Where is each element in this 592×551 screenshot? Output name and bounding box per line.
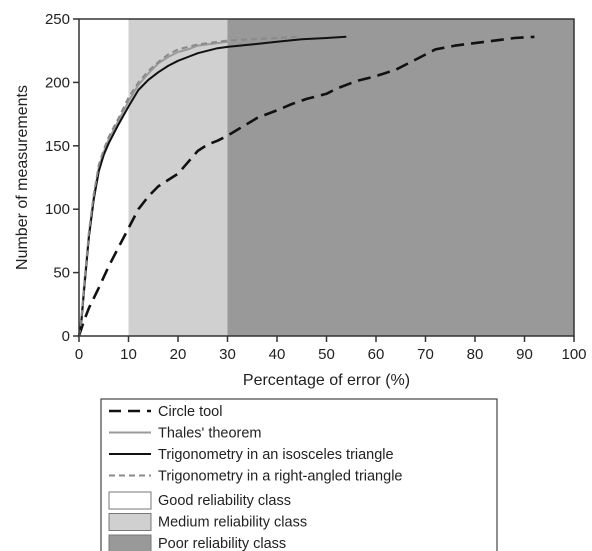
legend: Circle tool Thales' theorem Trigonometry i…	[100, 398, 498, 551]
band-poor-reliability-class	[227, 19, 574, 336]
legend-swatch-medium-reliability-class	[108, 513, 152, 531]
legend-entry-poor-reliability-class: Poor reliability class	[158, 536, 286, 551]
x-tick-label: 10	[120, 346, 137, 363]
x-tick-label: 20	[170, 346, 187, 363]
legend-entry-trigonometry-in-an-isosceles-triangle: Trigonometry in an isosceles triangle	[158, 447, 394, 463]
x-tick-label: 50	[318, 346, 335, 363]
axes: 0 10 20 30 40 50 60 70 80 90 100 0 50 100 150 200 250	[45, 11, 587, 363]
reliability-bands	[79, 19, 574, 336]
x-tick-label: 0	[75, 346, 83, 363]
x-tick-label: 80	[467, 346, 484, 363]
x-tick-label: 100	[561, 346, 586, 363]
legend-entry-circle-tool: Circle tool	[158, 404, 222, 420]
x-tick-label: 70	[417, 346, 434, 363]
y-tick-label: 100	[45, 201, 70, 218]
legend-swatch-poor-reliability-class	[108, 534, 152, 551]
legend-entry-medium-reliability-class: Medium reliability class	[158, 515, 307, 531]
x-tick-label: 60	[368, 346, 385, 363]
y-axis-label: Number of measurements	[14, 85, 31, 270]
legend-entry-good-reliability-class: Good reliability class	[158, 493, 291, 509]
y-tick-label: 50	[53, 265, 70, 282]
line-circle-tool	[77, 35, 535, 337]
y-tick-label: 0	[62, 328, 70, 345]
line-trigonometry-in-an-isosceles-triangle	[78, 35, 347, 337]
y-tick-label: 150	[45, 138, 70, 155]
series-lines	[77, 35, 535, 337]
x-axis-label: Percentage of error (%)	[243, 372, 410, 389]
x-tick-label: 30	[219, 346, 236, 363]
y-tick-label: 200	[45, 74, 70, 91]
band-medium-reliability-class	[128, 19, 228, 336]
legend-entry-trigonometry-in-a-right-angled-triangle: Trigonometry in a right-angled triangle	[158, 469, 402, 485]
y-tick-label: 250	[45, 11, 70, 28]
band-good-reliability-class	[79, 19, 129, 336]
legend-entry-thales-theorem: Thales' theorem	[158, 426, 262, 442]
line-trigonometry-in-a-right-angled-triangle	[78, 35, 297, 337]
legend-swatch-good-reliability-class	[108, 491, 152, 510]
x-tick-label: 90	[516, 346, 533, 363]
x-tick-label: 40	[269, 346, 286, 363]
legend-box	[100, 398, 498, 551]
